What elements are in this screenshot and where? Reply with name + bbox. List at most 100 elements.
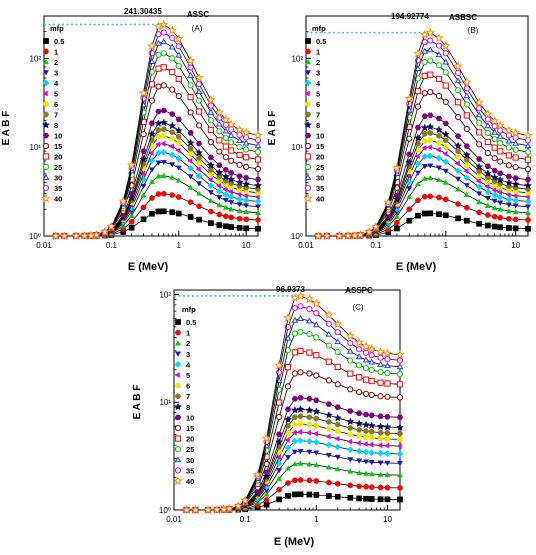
data-point: [254, 148, 262, 156]
data-point: [215, 168, 224, 176]
legend-marker: [42, 101, 50, 107]
data-point: [297, 328, 304, 336]
data-point: [243, 208, 250, 215]
data-point: [368, 358, 376, 365]
data-point: [261, 433, 272, 443]
data-point: [196, 155, 202, 161]
data-point: [276, 468, 283, 474]
x-tick-label: 10: [511, 241, 520, 250]
data-point: [505, 152, 513, 159]
series-line-40: [186, 295, 401, 511]
data-point: [297, 347, 304, 355]
data-point: [355, 419, 364, 428]
data-point: [187, 130, 194, 136]
data-point: [284, 383, 292, 390]
data-point: [512, 225, 519, 232]
data-point: [306, 370, 313, 377]
legend-entry: 5: [54, 90, 58, 99]
data-point: [396, 450, 404, 458]
data-point: [203, 504, 213, 514]
data-point: [491, 155, 498, 162]
data-point: [160, 82, 167, 89]
data-point: [168, 43, 176, 50]
data-point: [297, 395, 304, 401]
data-point: [155, 160, 162, 166]
data-point: [236, 131, 243, 138]
data-point: [496, 193, 504, 201]
data-point: [297, 437, 304, 445]
data-point: [463, 204, 470, 211]
legend-entry: 10: [186, 413, 194, 422]
data-point: [483, 169, 492, 177]
data-point: [100, 227, 110, 237]
data-point: [384, 369, 391, 377]
data-point: [524, 209, 532, 216]
data-point: [512, 192, 518, 199]
data-point: [263, 491, 270, 497]
legend-marker: [304, 163, 312, 171]
legend-entry: 30: [186, 456, 194, 465]
data-point: [397, 485, 403, 491]
data-point: [155, 51, 162, 58]
legend-marker: [304, 79, 312, 87]
legend-marker: [174, 456, 182, 463]
legend-entry: 7: [54, 111, 58, 120]
data-point: [347, 339, 354, 347]
legend-marker: [303, 193, 313, 203]
data-point: [305, 429, 312, 436]
data-point: [254, 198, 262, 205]
legend-entry: 3: [186, 350, 190, 359]
data-point: [297, 491, 304, 498]
data-point: [334, 435, 340, 442]
data-point: [505, 144, 513, 151]
data-point: [187, 157, 193, 164]
peak-value-label: 194.92774: [391, 12, 429, 21]
data-point: [396, 394, 404, 401]
data-point: [313, 423, 320, 429]
data-point: [363, 428, 369, 434]
data-point: [442, 196, 449, 203]
plot-frame: [43, 15, 259, 237]
y-axis-label: E A B F: [1, 111, 12, 146]
data-point: [406, 100, 413, 107]
data-point: [222, 186, 228, 193]
data-point: [371, 222, 381, 231]
data-point: [196, 181, 203, 187]
data-point: [305, 317, 313, 324]
data-point: [291, 449, 298, 455]
panel-tag: (A): [192, 24, 203, 33]
data-point: [483, 109, 493, 119]
data-point: [324, 410, 333, 419]
data-point: [313, 352, 320, 359]
data-point: [291, 437, 299, 445]
chart-c-svg: 0.01 0.1 1 10 10⁰ 10¹ 10² E (MeV) E A B F ASSPC (C…: [132, 285, 405, 548]
data-point: [236, 224, 243, 231]
data-point: [496, 189, 502, 196]
data-point: [364, 227, 374, 237]
data-point: [187, 71, 195, 78]
data-point: [51, 231, 61, 240]
data-point: [396, 363, 404, 370]
legend-marker: [42, 174, 50, 180]
data-point: [454, 160, 460, 167]
data-point: [347, 482, 354, 489]
data-point: [169, 34, 176, 42]
y-tick-label: 10⁰: [29, 232, 41, 241]
data-point: [397, 430, 403, 437]
data-point: [195, 122, 203, 129]
data-point: [241, 127, 251, 137]
data-point: [285, 493, 291, 499]
data-point: [216, 222, 223, 228]
data-point: [313, 310, 320, 317]
data-point: [377, 460, 384, 466]
data-point: [491, 167, 498, 174]
data-point: [313, 334, 320, 341]
data-point: [383, 450, 391, 458]
data-point: [148, 81, 156, 88]
data-point: [206, 161, 216, 169]
data-point: [463, 191, 470, 197]
x-tick-label: 0.1: [370, 241, 382, 250]
data-point: [240, 495, 250, 505]
data-point: [356, 410, 363, 416]
data-point: [168, 151, 176, 159]
